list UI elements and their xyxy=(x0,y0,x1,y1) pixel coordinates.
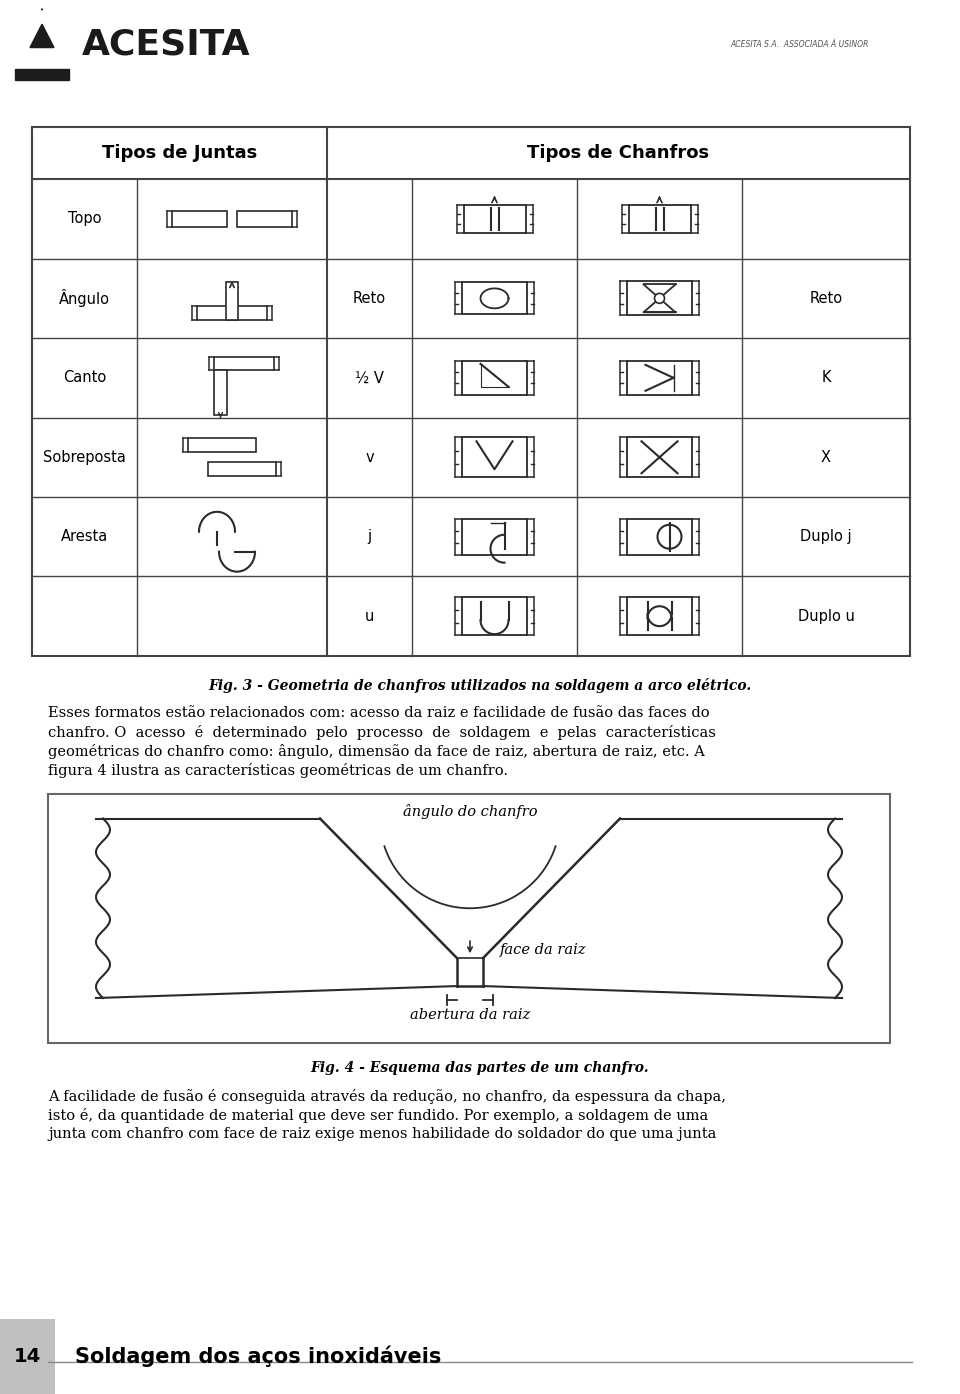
Text: ACESITA: ACESITA xyxy=(82,28,251,61)
Text: X: X xyxy=(821,450,831,464)
Bar xyxy=(172,210,227,227)
Bar xyxy=(226,283,238,321)
Text: Fig. 3 - Geometria de chanfros utilizados na soldagem a arco elétrico.: Fig. 3 - Geometria de chanfros utilizado… xyxy=(208,677,752,693)
Text: K: K xyxy=(821,371,830,385)
Bar xyxy=(48,793,890,1043)
Text: 14: 14 xyxy=(13,1347,40,1366)
Text: A facilidade de fusão é conseguida através da redução, no chanfro, da espessura : A facilidade de fusão é conseguida atrav… xyxy=(48,1089,726,1104)
Bar xyxy=(15,70,69,79)
Text: isto é, da quantidade de material que deve ser fundido. Por exemplo, a soldagem : isto é, da quantidade de material que de… xyxy=(48,1108,708,1122)
Bar xyxy=(462,438,527,477)
Text: figura 4 ilustra as características geométricas de um chanfro.: figura 4 ilustra as características geom… xyxy=(48,763,508,778)
Text: abertura da raiz: abertura da raiz xyxy=(410,1008,530,1022)
Bar xyxy=(627,597,692,636)
Text: Tipos de Juntas: Tipos de Juntas xyxy=(102,144,257,162)
Bar xyxy=(627,438,692,477)
Bar xyxy=(237,210,292,227)
Bar xyxy=(462,283,527,314)
Bar xyxy=(462,519,527,555)
Text: Reto: Reto xyxy=(353,291,386,305)
Polygon shape xyxy=(30,24,54,47)
Bar xyxy=(197,307,267,321)
Text: chanfro. O  acesso  é  determinado  pelo  processo  de  soldagem  e  pelas  cara: chanfro. O acesso é determinado pelo pro… xyxy=(48,725,716,740)
Text: Soldagem dos aços inoxidáveis: Soldagem dos aços inoxidáveis xyxy=(75,1345,442,1368)
Bar xyxy=(214,369,227,415)
Bar xyxy=(214,357,274,369)
Bar xyxy=(462,597,527,636)
Text: Reto: Reto xyxy=(809,291,843,305)
Circle shape xyxy=(655,293,664,304)
Text: Aresta: Aresta xyxy=(60,530,108,544)
Text: v: v xyxy=(365,450,373,464)
Bar xyxy=(627,282,692,315)
Text: ângulo do chanfro: ângulo do chanfro xyxy=(403,803,538,818)
Text: ACESITA S.A.  ASSOCIADA À USINOR: ACESITA S.A. ASSOCIADA À USINOR xyxy=(730,40,869,49)
Text: Duplo j: Duplo j xyxy=(801,530,852,544)
Text: Topo: Topo xyxy=(68,212,101,226)
Text: junta com chanfro com face de raiz exige menos habilidade do soldador do que uma: junta com chanfro com face de raiz exige… xyxy=(48,1126,716,1140)
Text: Fig. 4 - Esquema das partes de um chanfro.: Fig. 4 - Esquema das partes de um chanfr… xyxy=(311,1061,649,1075)
Text: geométricas do chanfro como: ângulo, dimensão da face de raiz, abertura de raiz,: geométricas do chanfro como: ângulo, dim… xyxy=(48,744,705,758)
Bar xyxy=(464,205,525,233)
Bar xyxy=(627,519,692,555)
Text: face da raiz: face da raiz xyxy=(500,944,587,958)
Text: Ângulo: Ângulo xyxy=(59,290,110,307)
Text: Sobreposta: Sobreposta xyxy=(43,450,126,464)
Text: Tipos de Chanfros: Tipos de Chanfros xyxy=(527,144,709,162)
Text: j: j xyxy=(368,530,372,544)
Text: Canto: Canto xyxy=(62,371,107,385)
Text: u: u xyxy=(365,609,374,623)
Text: ½ V: ½ V xyxy=(355,371,384,385)
Bar xyxy=(629,205,690,233)
Bar xyxy=(462,361,527,395)
Bar xyxy=(0,1319,55,1394)
Bar xyxy=(32,127,910,657)
Bar xyxy=(208,463,276,477)
Polygon shape xyxy=(15,10,69,74)
Bar xyxy=(627,361,692,395)
Text: Duplo u: Duplo u xyxy=(798,609,854,623)
Bar xyxy=(188,438,256,452)
Text: Esses formatos estão relacionados com: acesso da raiz e facilidade de fusão das : Esses formatos estão relacionados com: a… xyxy=(48,705,709,719)
